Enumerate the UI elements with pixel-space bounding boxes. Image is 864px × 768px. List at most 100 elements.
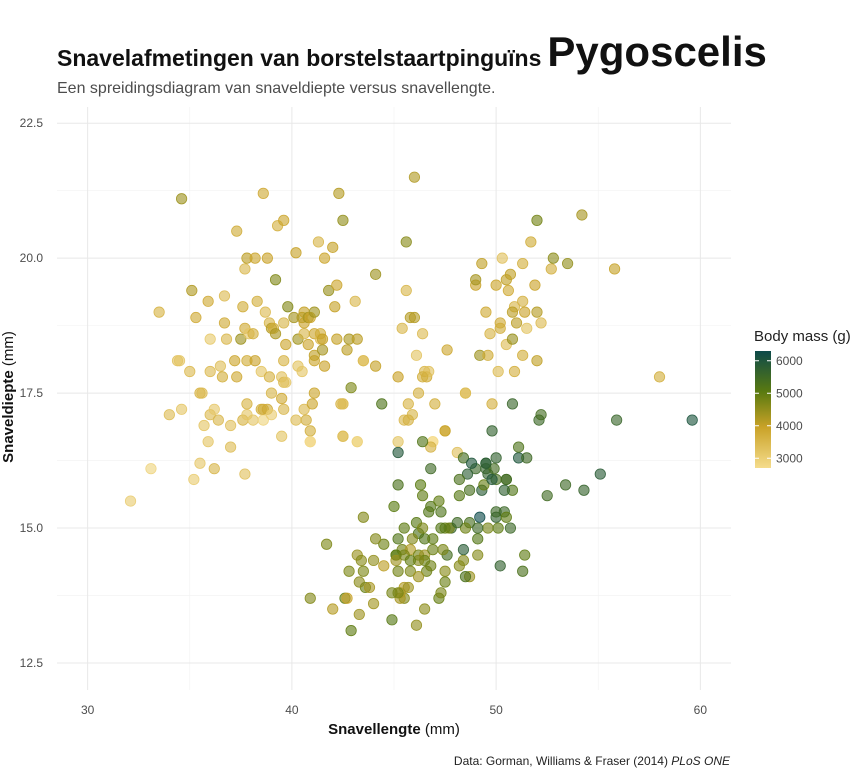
y-tick-label: 15.0	[20, 521, 44, 535]
data-point	[184, 365, 196, 378]
data-point	[349, 295, 361, 307]
data-point	[535, 317, 547, 329]
data-point	[406, 533, 418, 545]
data-point	[124, 495, 137, 507]
data-point	[502, 284, 514, 297]
data-point	[229, 355, 241, 367]
data-point	[414, 479, 427, 491]
data-point	[459, 387, 472, 399]
data-point	[308, 349, 320, 361]
data-point	[231, 371, 243, 383]
data-point	[408, 171, 421, 183]
data-point	[492, 365, 504, 378]
data-point	[521, 322, 533, 334]
data-point	[472, 549, 484, 561]
data-point	[457, 554, 470, 567]
source-caption: Data: Gorman, Williams & Fraser (2014) P…	[454, 754, 730, 768]
data-point	[370, 360, 382, 372]
data-point	[453, 490, 465, 502]
data-point	[512, 441, 525, 453]
data-point	[255, 365, 267, 378]
data-point	[304, 425, 316, 437]
x-tick-label: 30	[81, 703, 95, 717]
data-point	[504, 268, 517, 280]
data-point	[541, 490, 553, 502]
x-tick-label: 60	[694, 703, 708, 717]
data-point	[220, 333, 233, 345]
data-point	[370, 533, 382, 545]
data-point	[461, 468, 474, 480]
data-point	[437, 544, 449, 556]
data-point	[416, 522, 429, 534]
data-point	[300, 414, 312, 426]
data-point	[435, 522, 447, 534]
data-point	[488, 463, 500, 475]
data-point	[388, 500, 400, 513]
data-point	[263, 371, 276, 383]
data-point	[386, 614, 398, 626]
data-point	[427, 533, 439, 545]
caption-source: Data: Gorman, Williams & Fraser (2014)	[453, 754, 672, 768]
data-point	[186, 284, 198, 297]
data-point	[259, 306, 271, 318]
color-legend: 3000 4000 5000 6000	[755, 351, 803, 468]
data-point	[198, 419, 210, 432]
data-point	[474, 511, 486, 523]
data-point	[578, 484, 590, 496]
data-point	[576, 209, 588, 221]
data-point	[472, 522, 484, 534]
data-point	[594, 468, 606, 480]
data-point	[416, 328, 429, 340]
data-point	[425, 463, 437, 475]
x-tick-labels: 30 40 50 60	[81, 703, 707, 717]
data-point	[378, 538, 390, 550]
x-tick-label: 40	[285, 703, 299, 717]
data-point	[216, 371, 229, 383]
data-point	[302, 338, 314, 351]
data-point	[306, 398, 318, 410]
data-point	[392, 371, 404, 383]
data-point	[278, 403, 290, 415]
legend-tick-label: 6000	[776, 354, 803, 368]
data-point	[427, 544, 439, 556]
data-point	[249, 355, 261, 367]
data-point	[251, 295, 263, 307]
data-point	[280, 338, 292, 351]
data-point	[410, 619, 423, 631]
data-point	[494, 322, 506, 334]
data-point	[278, 355, 290, 367]
data-point	[363, 581, 376, 594]
data-point	[486, 473, 498, 486]
data-point	[196, 387, 208, 399]
data-point	[331, 279, 343, 291]
data-point	[202, 295, 214, 307]
data-point	[316, 344, 329, 356]
data-point	[290, 414, 302, 426]
data-point	[390, 554, 402, 567]
data-point	[439, 576, 451, 588]
data-point	[353, 608, 365, 621]
data-point	[392, 565, 404, 577]
data-point	[249, 252, 261, 264]
chart-title-main: Snavelafmetingen van borstelstaartpinguï…	[57, 45, 542, 71]
data-point	[225, 441, 237, 453]
data-point	[355, 554, 367, 567]
data-point	[327, 603, 339, 615]
data-point	[531, 355, 543, 367]
data-point	[463, 484, 476, 496]
data-point	[500, 511, 512, 523]
data-point	[312, 236, 325, 248]
data-point	[435, 587, 447, 599]
data-point	[237, 301, 249, 313]
data-point	[212, 414, 224, 426]
data-point	[482, 522, 494, 534]
data-point	[466, 457, 478, 469]
data-point	[480, 306, 492, 318]
data-point	[400, 236, 412, 248]
data-point	[486, 398, 498, 410]
chart-title: Snavelafmetingen van borstelstaartpinguï…	[57, 28, 767, 76]
data-point	[547, 252, 559, 264]
data-point	[392, 479, 404, 491]
data-point	[296, 365, 308, 378]
